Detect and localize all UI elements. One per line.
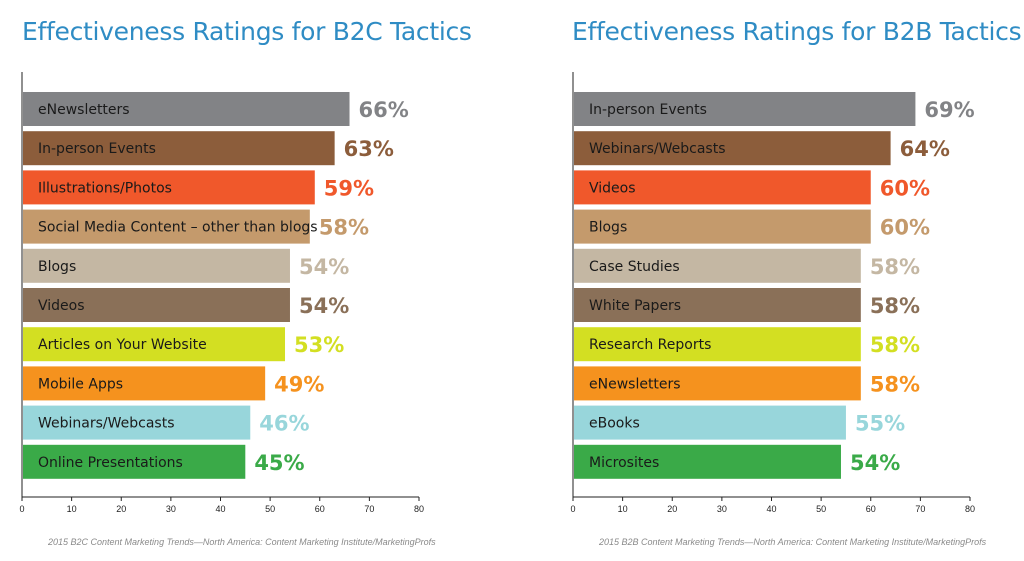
b2c-bar-category-label: Online Presentations — [38, 455, 183, 471]
b2b-bar-category-label: In-person Events — [589, 102, 707, 118]
b2b-bar-value-label: 58% — [870, 333, 920, 357]
b2c-bar-value-label: 58% — [319, 216, 369, 240]
b2c-bar — [23, 131, 335, 166]
b2c-bar-category-label: Social Media Content – other than blogs — [38, 220, 318, 236]
b2c-bar-category-label: Mobile Apps — [38, 376, 123, 392]
b2b-bar-category-label: eBooks — [589, 416, 640, 432]
b2c-bar-category-label: eNewsletters — [38, 102, 130, 118]
b2b-bar-value-label: 54% — [850, 451, 900, 475]
b2b-bar — [574, 209, 871, 244]
b2b-bar-value-label: 55% — [855, 412, 905, 436]
b2c-bar-category-label: Illustrations/Photos — [38, 180, 172, 196]
b2c-bar-category-label: Blogs — [38, 259, 76, 275]
b2b-bar-category-label: Blogs — [589, 220, 627, 236]
b2c-bar-chart: 0 10 20 30 40 50 60 70 80 eNewsletters 66% In-perso… — [19, 72, 424, 514]
b2b-x-tick-label: 20 — [667, 504, 677, 514]
b2c-bar-value-label: 54% — [299, 294, 349, 318]
b2c-bar-category-label: Webinars/Webcasts — [38, 416, 175, 432]
b2c-bar — [23, 327, 286, 362]
b2c-bar-value-label: 53% — [294, 333, 344, 357]
b2c-bar-value-label: 66% — [359, 98, 409, 122]
b2b-bar-category-label: Microsites — [589, 455, 659, 471]
b2b-bar-value-label: 60% — [880, 216, 930, 240]
b2c-x-tick-label: 60 — [315, 504, 325, 514]
b2b-chart-panel: Effectiveness Ratings for B2B Tactics 0 1… — [512, 0, 1024, 561]
b2b-bar — [574, 131, 891, 166]
b2b-bar — [574, 170, 871, 205]
b2b-chart-title: Effectiveness Ratings for B2B Tactics — [572, 17, 1022, 46]
b2c-bar — [23, 366, 266, 401]
b2c-bar-category-label: Articles on Your Website — [38, 337, 207, 353]
b2b-x-tick-label: 70 — [915, 504, 925, 514]
b2c-bar — [23, 209, 310, 244]
b2c-bar — [23, 170, 315, 205]
b2c-bar — [23, 405, 251, 440]
b2c-x-tick-label: 20 — [116, 504, 126, 514]
b2c-bar-value-label: 49% — [274, 372, 324, 396]
b2b-x-tick-label: 0 — [570, 504, 575, 514]
b2c-bar-value-label: 63% — [344, 137, 394, 161]
b2c-bar-category-label: Videos — [38, 298, 85, 314]
b2b-x-tick-label: 50 — [816, 504, 826, 514]
b2c-x-tick-label: 30 — [166, 504, 176, 514]
b2b-bar-value-label: 69% — [924, 98, 974, 122]
b2b-bar-value-label: 58% — [870, 372, 920, 396]
b2c-bar-value-label: 45% — [254, 451, 304, 475]
b2b-bar-category-label: Research Reports — [589, 337, 711, 353]
b2c-x-tick-label: 10 — [67, 504, 77, 514]
b2c-bar — [23, 288, 290, 322]
b2b-x-tick-label: 10 — [618, 504, 628, 514]
b2b-x-tick-label: 40 — [766, 504, 776, 514]
b2b-bar-value-label: 60% — [880, 176, 930, 200]
b2b-source-note: 2015 B2B Content Marketing Trends—North … — [599, 537, 987, 547]
b2b-bar-category-label: Case Studies — [589, 259, 680, 275]
b2c-bar-value-label: 54% — [299, 255, 349, 279]
b2c-bar-value-label: 59% — [324, 176, 374, 200]
b2c-bar — [23, 92, 350, 126]
b2b-bar — [574, 92, 916, 126]
b2c-bar — [23, 248, 290, 283]
b2c-x-tick-label: 50 — [265, 504, 275, 514]
b2c-source-note: 2015 B2C Content Marketing Trends—North … — [48, 537, 436, 547]
b2c-bar-category-label: In-person Events — [38, 141, 156, 157]
b2b-bar — [574, 405, 846, 440]
b2b-bar-category-label: Webinars/Webcasts — [589, 141, 726, 157]
b2c-chart-title: Effectiveness Ratings for B2C Tactics — [22, 17, 472, 46]
b2c-chart-panel: Effectiveness Ratings for B2C Tactics 0 1… — [19, 17, 472, 547]
b2b-bar-category-label: eNewsletters — [589, 376, 681, 392]
b2b-bar — [574, 327, 861, 362]
b2b-bar — [574, 366, 861, 401]
b2b-bar-category-label: White Papers — [589, 298, 681, 314]
b2b-bar — [574, 444, 841, 479]
b2b-bar-value-label: 64% — [900, 137, 950, 161]
b2c-x-tick-label: 0 — [19, 504, 24, 514]
b2c-x-tick-label: 40 — [215, 504, 225, 514]
b2b-bar — [574, 288, 861, 322]
b2b-x-tick-label: 60 — [866, 504, 876, 514]
b2b-bar-category-label: Videos — [589, 180, 636, 196]
b2b-bar-chart: 0 10 20 30 40 50 60 70 80 In-person Events 69% Webi… — [570, 72, 975, 514]
b2b-x-tick-label: 30 — [717, 504, 727, 514]
b2b-bar-value-label: 58% — [870, 294, 920, 318]
b2c-bar-value-label: 46% — [259, 412, 309, 436]
b2b-x-tick-label: 80 — [965, 504, 975, 514]
b2b-bar — [574, 248, 861, 283]
b2b-bar-value-label: 58% — [870, 255, 920, 279]
b2c-x-tick-label: 80 — [414, 504, 424, 514]
b2c-x-tick-label: 70 — [364, 504, 374, 514]
b2c-bar — [23, 444, 246, 479]
